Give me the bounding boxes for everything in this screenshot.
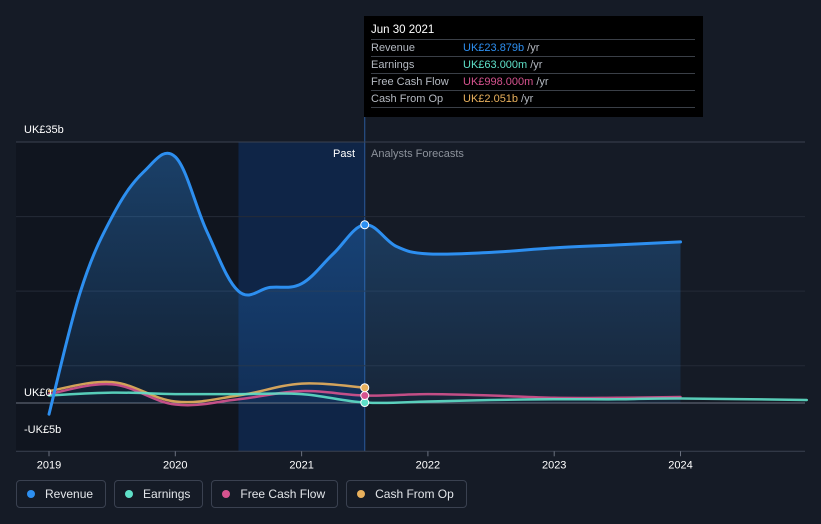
legend-label: Free Cash Flow	[240, 487, 326, 501]
x-tick-label: 2022	[416, 459, 440, 471]
marker-free-cash-flow	[360, 391, 370, 401]
marker-cash-from-op	[360, 383, 370, 393]
hover-markers	[360, 220, 370, 408]
axis-labels: UK£35b UK£0 -UK£5b Past Analysts Forecas…	[24, 124, 693, 471]
legend-item-revenue[interactable]: Revenue	[16, 480, 107, 508]
legend-label: Cash From Op	[375, 487, 454, 501]
series-lines	[47, 151, 809, 416]
legend-dot-icon	[222, 490, 231, 498]
tooltip-label: Cash From Op	[371, 93, 444, 105]
legend-dot-icon	[125, 490, 134, 498]
y-label-top: UK£35b	[24, 124, 64, 136]
legend-label: Revenue	[45, 487, 94, 501]
tooltip: Jun 30 2021 Revenue UK£23.879b/yr Earnings…	[364, 16, 703, 117]
x-tick-label: 2019	[37, 459, 61, 471]
legend-dot-icon	[27, 490, 35, 498]
legend-label: Earnings	[143, 487, 191, 501]
tooltip-value: UK£2.051b	[463, 93, 519, 105]
x-tick-label: 2024	[668, 459, 692, 471]
series-line-revenue	[47, 151, 682, 416]
tooltip-rows: Revenue UK£23.879b/yr Earnings UK£63.000m/y…	[371, 40, 695, 108]
legend-item-free-cash-flow[interactable]: Free Cash Flow	[211, 480, 339, 508]
tooltip-unit: /yr	[530, 59, 543, 71]
marker-revenue	[360, 220, 370, 230]
tooltip-date: Jun 30 2021	[371, 22, 695, 40]
tooltip-label: Earnings	[371, 59, 415, 71]
series-line-earnings	[47, 391, 809, 405]
tooltip-unit: /yr	[521, 93, 534, 105]
y-label-bottom: -UK£5b	[24, 424, 61, 436]
tooltip-value: UK£23.879b	[463, 42, 525, 54]
legend-dot-icon	[357, 490, 366, 498]
forecast-label: Analysts Forecasts	[371, 148, 464, 160]
tooltip-label: Revenue	[371, 42, 416, 54]
x-tick-label: 2023	[542, 459, 566, 471]
revenue-area	[49, 153, 681, 415]
tooltip-label: Free Cash Flow	[371, 76, 449, 88]
legend-item-cash-from-op[interactable]: Cash From Op	[346, 480, 467, 508]
legend: Revenue Earnings Free Cash Flow Cash From O…	[16, 480, 467, 508]
tooltip-unit: /yr	[527, 42, 540, 54]
x-tick-label: 2021	[289, 459, 313, 471]
series-line-free-cash-flow	[47, 382, 682, 407]
tooltip-row-cash-from-op: Cash From Op UK£2.051b/yr	[371, 91, 695, 108]
tooltip-row-free-cash-flow: Free Cash Flow UK£998.000m/yr	[371, 74, 695, 91]
tooltip-row-earnings: Earnings UK£63.000m/yr	[371, 57, 695, 74]
x-tick-label: 2020	[163, 459, 187, 471]
revenue-area-fill	[49, 153, 681, 415]
tooltip-value: UK£63.000m	[463, 59, 528, 71]
legend-item-earnings[interactable]: Earnings	[114, 480, 204, 508]
tooltip-row-revenue: Revenue UK£23.879b/yr	[371, 40, 695, 57]
past-label: Past	[333, 148, 355, 160]
series-line-cash-from-op	[47, 380, 367, 404]
y-label-zero: UK£0	[24, 387, 52, 399]
tooltip-unit: /yr	[536, 76, 549, 88]
tooltip-value: UK£998.000m	[463, 76, 534, 88]
